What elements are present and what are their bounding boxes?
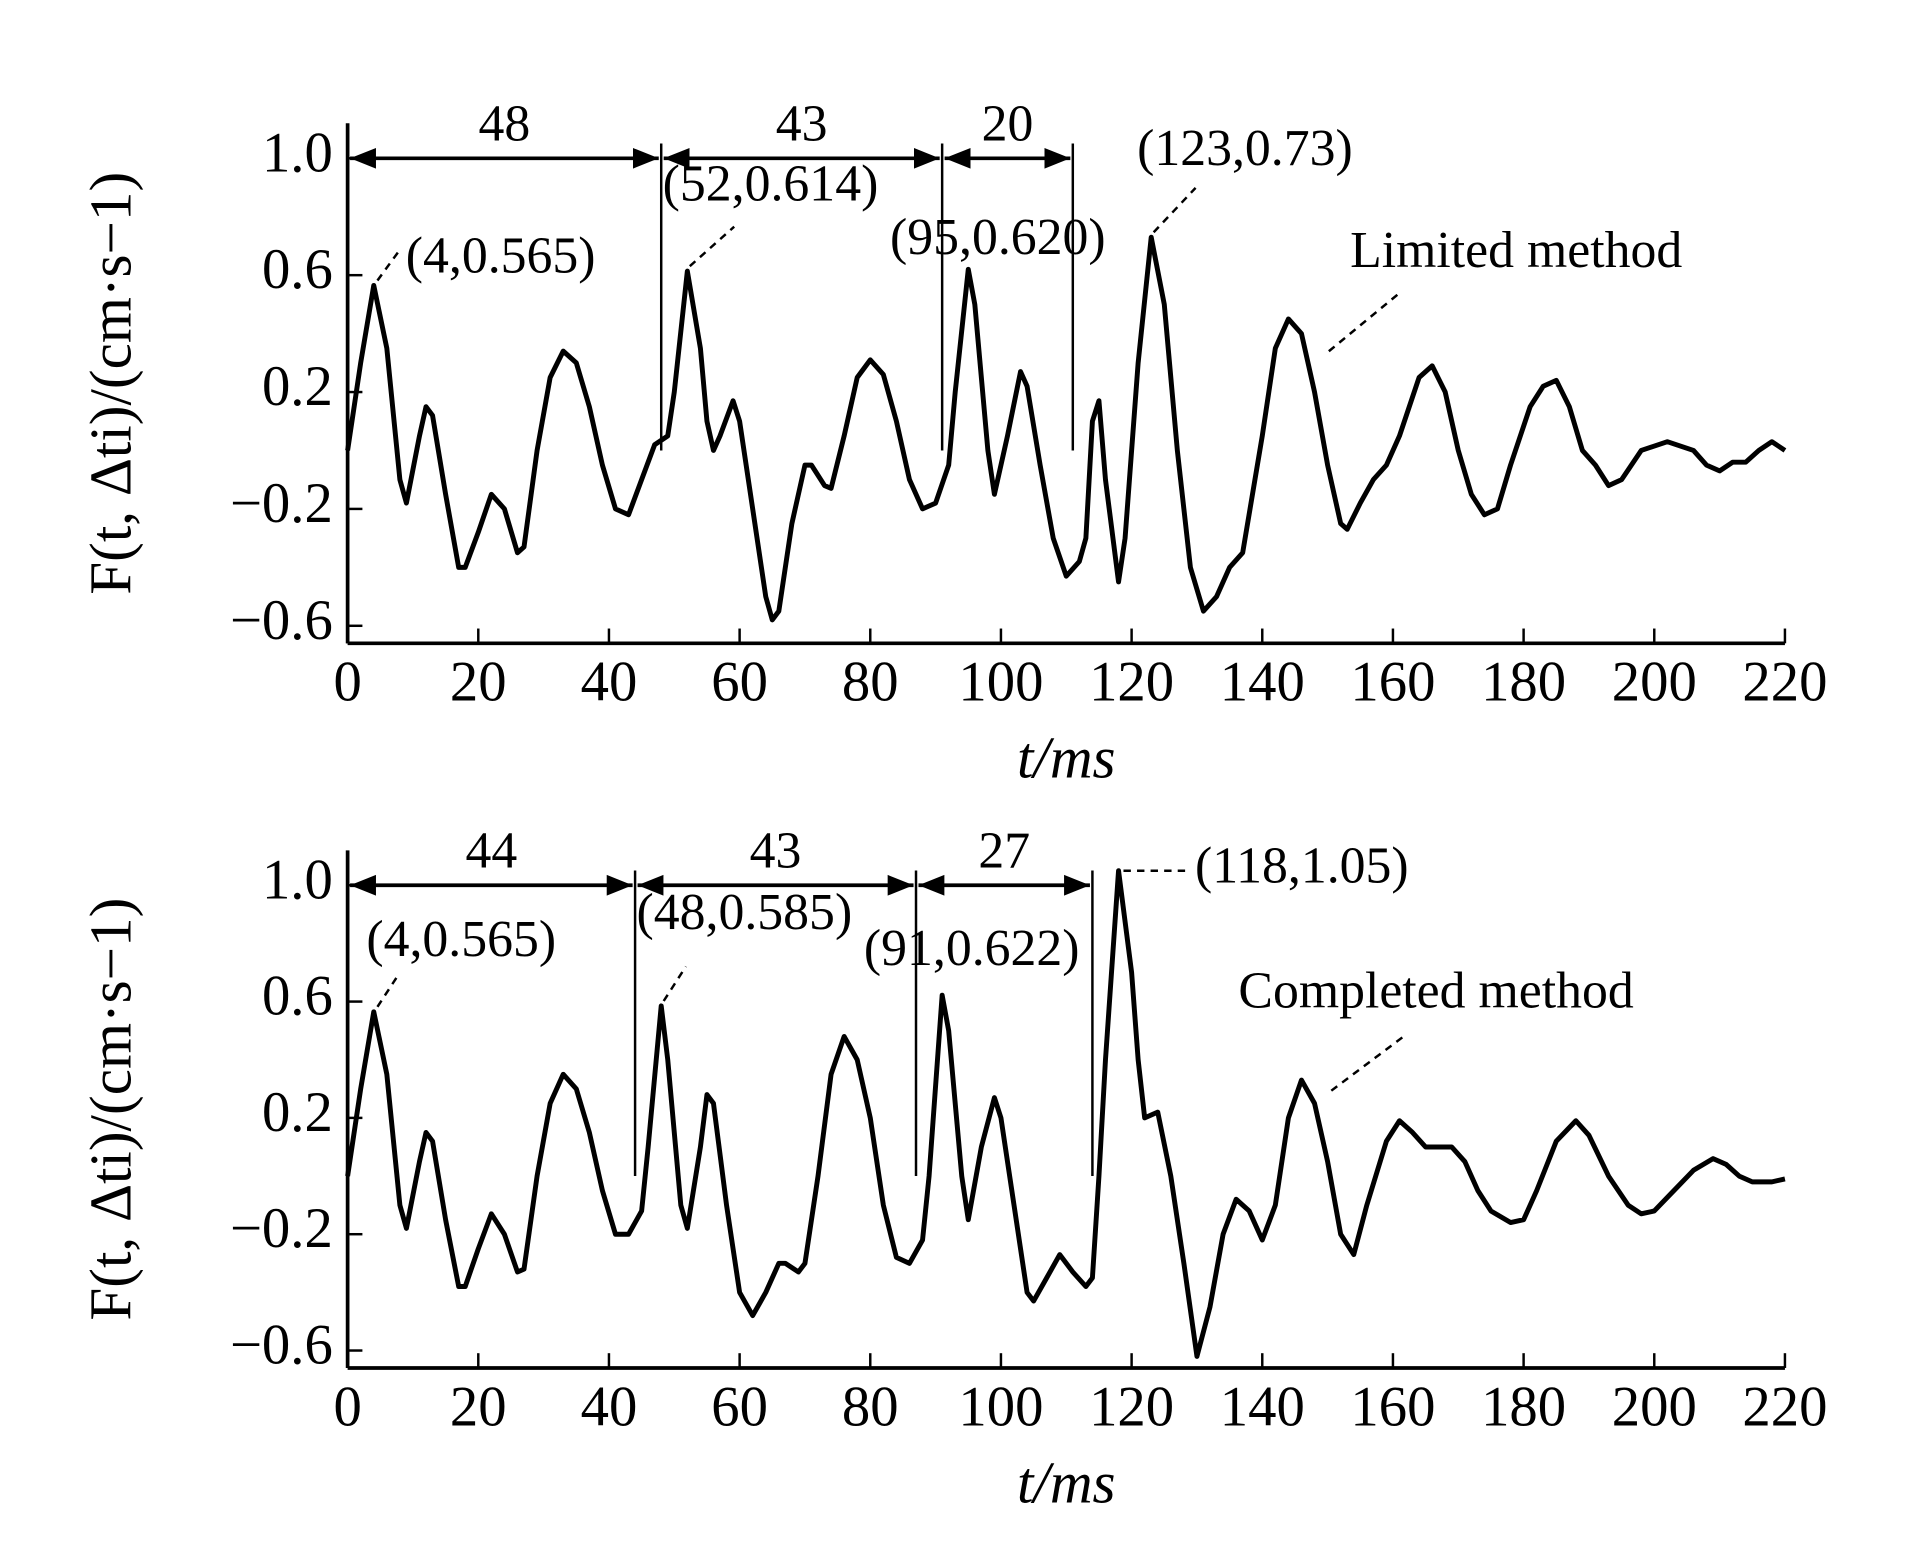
x-tick-label: 220 bbox=[1742, 651, 1827, 714]
x-tick-label: 200 bbox=[1612, 651, 1697, 714]
y-tick-label: −0.6 bbox=[230, 1314, 333, 1377]
series-leader bbox=[1328, 292, 1400, 353]
y-tick-label: −0.2 bbox=[230, 472, 333, 535]
x-tick-label: 120 bbox=[1089, 1375, 1174, 1438]
series-label: Completed method bbox=[1238, 963, 1633, 1020]
y-tick-label: 0.2 bbox=[262, 355, 333, 418]
x-tick-label: 160 bbox=[1350, 1375, 1435, 1438]
annotation-leader bbox=[376, 974, 400, 1008]
y-tick-label: 1.0 bbox=[262, 121, 333, 184]
annotation: (4,0.565) bbox=[406, 228, 596, 285]
x-tick-label: 180 bbox=[1481, 1375, 1566, 1438]
x-tick-label: 180 bbox=[1481, 651, 1566, 714]
interval-label: 43 bbox=[776, 96, 828, 153]
x-tick-label: 60 bbox=[711, 651, 768, 714]
y-tick-label: −0.2 bbox=[230, 1197, 333, 1260]
x-axis-label: t/ms bbox=[1017, 1449, 1116, 1515]
x-tick-label: 0 bbox=[333, 1375, 361, 1438]
x-tick-label: 120 bbox=[1089, 651, 1174, 714]
y-axis-label: F(t, Δti)/(cm·s−1) bbox=[78, 898, 144, 1321]
x-tick-label: 40 bbox=[581, 651, 638, 714]
interval-label: 43 bbox=[750, 823, 802, 880]
annotation: (118,1.05) bbox=[1195, 838, 1409, 895]
data-line bbox=[345, 868, 1786, 1359]
x-tick-label: 80 bbox=[842, 1375, 899, 1438]
annotation: (4,0.565) bbox=[366, 911, 556, 968]
x-tick-label: 220 bbox=[1742, 1375, 1827, 1438]
annotation-leader bbox=[1152, 187, 1197, 234]
x-tick-label: 60 bbox=[711, 1375, 768, 1438]
y-axis-label: F(t, Δti)/(cm·s−1) bbox=[78, 172, 144, 595]
x-tick-label: 20 bbox=[450, 1375, 507, 1438]
annotation-leader bbox=[688, 225, 736, 268]
y-tick-label: 0.2 bbox=[262, 1081, 333, 1144]
x-tick-label: 100 bbox=[958, 651, 1043, 714]
annotation: (123,0.73) bbox=[1137, 120, 1353, 177]
x-tick-label: 200 bbox=[1612, 1375, 1697, 1438]
x-tick-label: 20 bbox=[450, 651, 507, 714]
x-tick-label: 80 bbox=[842, 651, 899, 714]
interval-label: 48 bbox=[479, 96, 531, 153]
x-tick-label: 40 bbox=[581, 1375, 638, 1438]
series-leader bbox=[1330, 1034, 1407, 1092]
data-line bbox=[345, 234, 1787, 623]
annotation: (91,0.622) bbox=[864, 920, 1080, 977]
x-tick-label: 140 bbox=[1220, 651, 1305, 714]
y-tick-label: 0.6 bbox=[262, 238, 333, 301]
x-tick-label: 100 bbox=[958, 1375, 1043, 1438]
interval-label: 27 bbox=[978, 823, 1030, 880]
annotation: (48,0.585) bbox=[637, 884, 853, 941]
x-tick-label: 160 bbox=[1350, 651, 1435, 714]
x-tick-label: 140 bbox=[1220, 1375, 1305, 1438]
y-tick-label: 0.6 bbox=[262, 965, 333, 1028]
interval-label: 20 bbox=[982, 96, 1034, 153]
y-tick-label: 1.0 bbox=[262, 848, 333, 911]
annotation-leader bbox=[662, 965, 687, 1002]
interval-label: 44 bbox=[465, 823, 517, 880]
y-tick-label: −0.6 bbox=[230, 589, 333, 652]
annotation: (95,0.620) bbox=[890, 209, 1106, 266]
annotation-leader bbox=[376, 247, 402, 282]
series-label: Limited method bbox=[1350, 222, 1682, 279]
x-axis-label: t/ms bbox=[1017, 725, 1116, 791]
x-tick-label: 0 bbox=[333, 651, 361, 714]
annotation: (52,0.614) bbox=[663, 155, 879, 212]
